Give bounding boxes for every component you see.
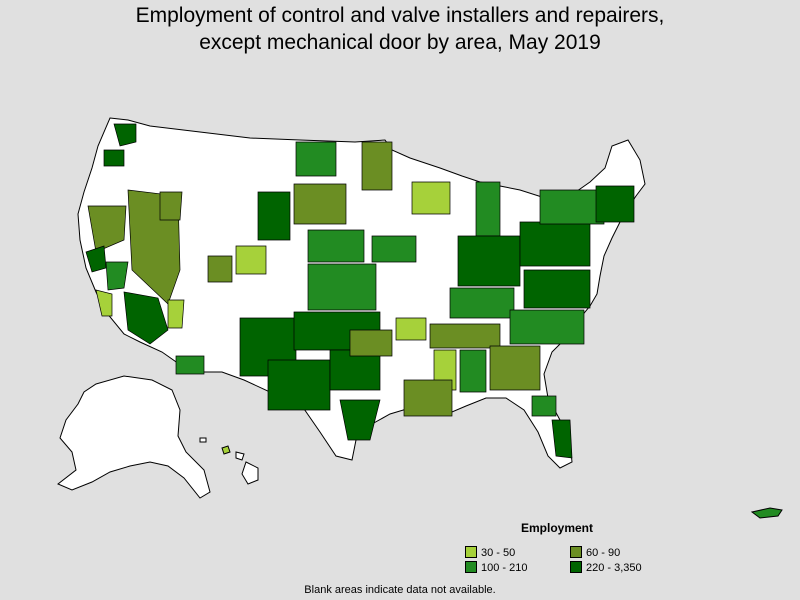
region-nebraska (307, 229, 365, 263)
region-michigan (475, 181, 501, 237)
hawaii-island-3 (241, 461, 259, 485)
region-portland (103, 149, 125, 167)
region-idaho (159, 191, 183, 221)
region-puget-sound (113, 123, 137, 147)
region-west-texas (267, 359, 331, 411)
region-carolinas (509, 309, 585, 345)
region-bay-area (85, 245, 107, 273)
legend-swatch-30-50 (465, 546, 477, 559)
legend-label-30-50: 30 - 50 (481, 547, 516, 559)
region-tennessee (429, 323, 501, 349)
hawaii-island-1 (221, 445, 231, 455)
region-arizona-south (175, 355, 205, 375)
region-florida-north (531, 395, 557, 417)
region-southern-california (123, 291, 169, 345)
region-south-dakota (293, 183, 347, 225)
region-georgia (489, 345, 541, 391)
region-central-coast (95, 289, 113, 317)
region-utah (207, 255, 233, 283)
legend-item-60-90: 60 - 90 (570, 546, 621, 561)
region-arkansas (349, 329, 393, 357)
legend-label-60-90: 60 - 90 (586, 547, 621, 559)
hawaii (199, 437, 259, 485)
legend-title: Employment (521, 521, 594, 535)
region-central-valley (105, 261, 129, 291)
region-arizona-north (167, 299, 185, 329)
legend-label-100-210: 100 - 210 (481, 562, 528, 574)
region-new-england (595, 185, 635, 223)
region-pennsylvania (519, 221, 591, 267)
legend-item-30-50: 30 - 50 (465, 546, 516, 561)
puerto-rico (750, 507, 783, 519)
hawaii-island-4 (199, 437, 207, 443)
region-wisconsin (411, 181, 451, 215)
legend-item-100-210: 100 - 210 (465, 561, 528, 576)
region-shading (85, 123, 635, 459)
region-texas-gulf (339, 399, 381, 441)
region-iowa (371, 235, 417, 263)
region-new-york (539, 189, 605, 225)
region-kentucky (449, 287, 515, 319)
region-wyoming (257, 191, 291, 241)
legend-swatch-60-90 (570, 546, 582, 559)
region-alabama (459, 349, 487, 393)
region-illinois-south (395, 317, 427, 341)
region-colorado-north (235, 245, 267, 275)
region-virginia (523, 269, 591, 309)
map-title-line-1: Employment of control and valve installe… (135, 4, 665, 27)
region-kansas (307, 263, 377, 311)
legend-item-220-3350: 220 - 3,350 (570, 561, 642, 576)
region-louisiana (403, 379, 453, 417)
hawaii-island-2 (235, 451, 245, 461)
legend-swatch-100-210 (465, 561, 477, 574)
map-title: Employment of control and valve installe… (0, 2, 800, 56)
region-north-dakota (295, 141, 337, 177)
legend-swatch-220-3350 (570, 561, 582, 574)
map-title-line-2: except mechanical door by area, May 2019 (199, 31, 601, 54)
region-ohio-indiana (457, 235, 521, 287)
alaska-outline (57, 375, 211, 499)
region-minnesota (361, 141, 393, 191)
legend-label-220-3350: 220 - 3,350 (586, 562, 642, 574)
region-florida-south (551, 419, 573, 459)
region-north-california (87, 205, 127, 253)
footnote: Blank areas indicate data not available. (304, 584, 496, 596)
